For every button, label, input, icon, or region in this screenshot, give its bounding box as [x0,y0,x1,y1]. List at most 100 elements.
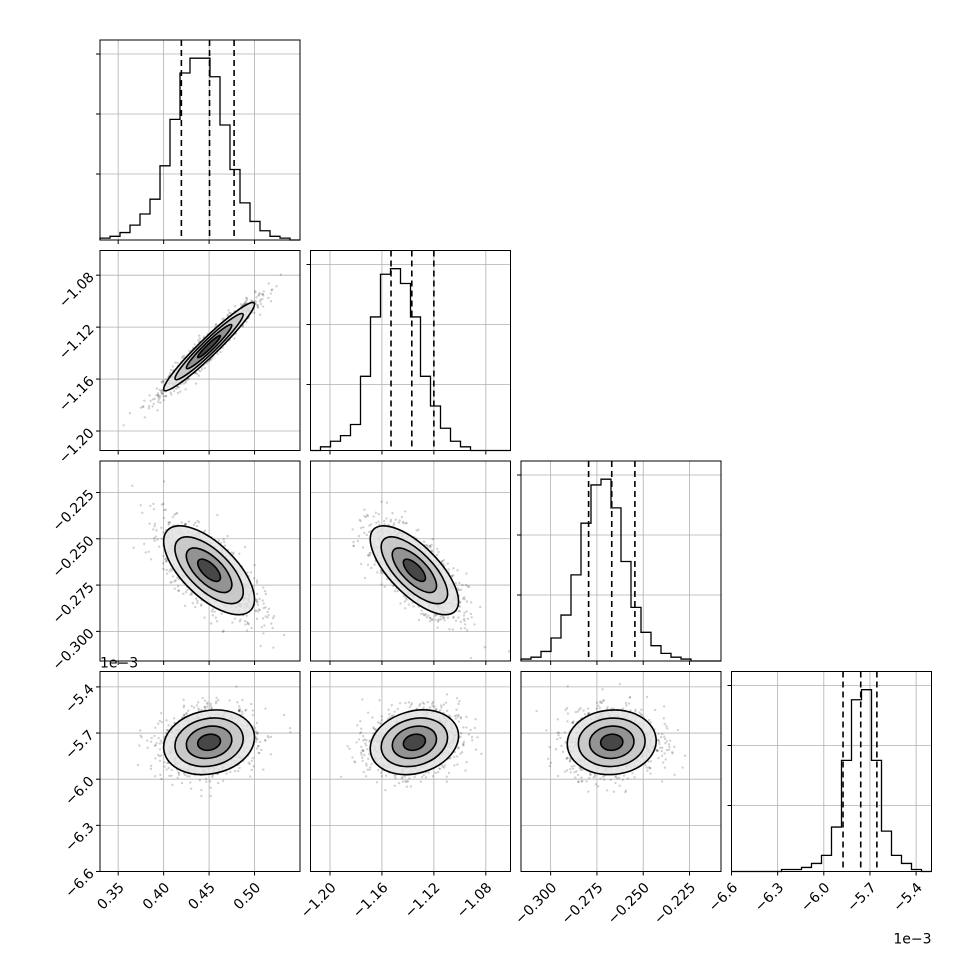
scatter-point [154,535,157,538]
scatter-point [128,412,132,415]
scatter-point [366,514,370,518]
scatter-point [197,709,200,712]
scatter-point [168,520,172,524]
scatter-point [253,311,256,315]
scatter-point [160,380,163,383]
scatter-point [197,339,200,342]
scatter-point [243,619,247,623]
scatter-point [258,313,262,316]
scatter-point [131,484,134,488]
scatter-point [139,406,143,409]
scatter-point [152,507,156,511]
scatter-point [173,513,176,516]
scatter-point [427,614,430,617]
scatter-point [159,401,162,404]
scatter-point [175,387,178,391]
scatter-point [370,566,373,570]
scatter-point [441,560,444,563]
scatter-point [258,608,262,612]
scatter-point [437,550,440,554]
scatter-point [431,618,434,621]
scatter-point [262,586,265,589]
scatter-point [211,607,215,611]
scatter-point [172,717,176,720]
panel-content [131,480,286,649]
histogram-panel [306,250,511,455]
scatter-point [454,581,458,585]
scatter-point [228,312,231,315]
scatter-point [377,512,380,516]
scatter-point [188,349,191,353]
scatter-point [380,583,383,586]
scatter-point [164,394,167,398]
scatter-point [186,588,189,592]
scatter-point [267,607,271,611]
contour-line [174,536,244,605]
scatter-point [193,605,197,609]
scatter-point [439,615,442,618]
scatter-point [357,534,361,538]
scatter-point [157,395,160,399]
scatter-point [199,604,203,607]
scatter-point [272,646,275,649]
contour-line [162,525,256,616]
scatter-point [158,742,162,745]
scatter-point [157,398,160,401]
scatter-point [261,292,264,296]
scatter-point [252,577,256,580]
scatter-point [142,405,145,408]
scatter-point [431,537,434,541]
scatter-point [215,620,219,623]
scatter-point [149,764,153,768]
scatter-point [200,794,203,798]
scatter-point [156,753,160,757]
scatter-point [211,357,214,360]
scatter-point [262,602,265,605]
scatter-point [176,585,180,588]
scatter-point [422,613,425,617]
scatter-point [222,629,225,632]
scatter-point [366,553,370,557]
scatter-point [229,311,232,315]
contour-line [391,547,438,594]
scatter-point [256,603,259,607]
scatter-point [192,523,196,527]
scatter-point [269,735,273,739]
scatter-point [373,563,376,566]
scatter-point [255,617,259,621]
scatter-point [164,394,168,398]
scatter-point [242,302,246,306]
scatter-point [177,589,180,592]
scatter-point [377,520,380,523]
scatter-point [266,610,269,614]
scatter-point [465,572,468,575]
scatter-point [363,531,366,535]
scatter-point [404,510,407,513]
scatter-point [174,512,178,515]
scatter-point [282,633,286,637]
scatter-point [147,407,151,410]
scatter-point [184,380,187,383]
scatter-point [425,543,428,547]
scatter-point [443,619,446,622]
scatter-point [379,571,383,575]
density-shade [197,335,221,358]
scatter-point [160,390,163,393]
scatter-point [170,569,174,572]
scatter-point [169,391,172,394]
scatter-point [209,358,212,362]
scatter-point [161,562,165,565]
scatter-point [153,775,157,778]
scatter-point [153,522,157,526]
scatter-point [160,503,164,506]
panel-frame [520,460,722,662]
scatter-point [152,528,155,531]
scatter-point [368,553,372,557]
scatter-point [458,605,462,608]
scatter-point [168,570,171,573]
scatter-point [269,292,273,295]
scatter-point [428,544,432,548]
scatter-point [162,555,165,558]
scatter-point [447,568,450,571]
scatter-point [462,617,466,621]
